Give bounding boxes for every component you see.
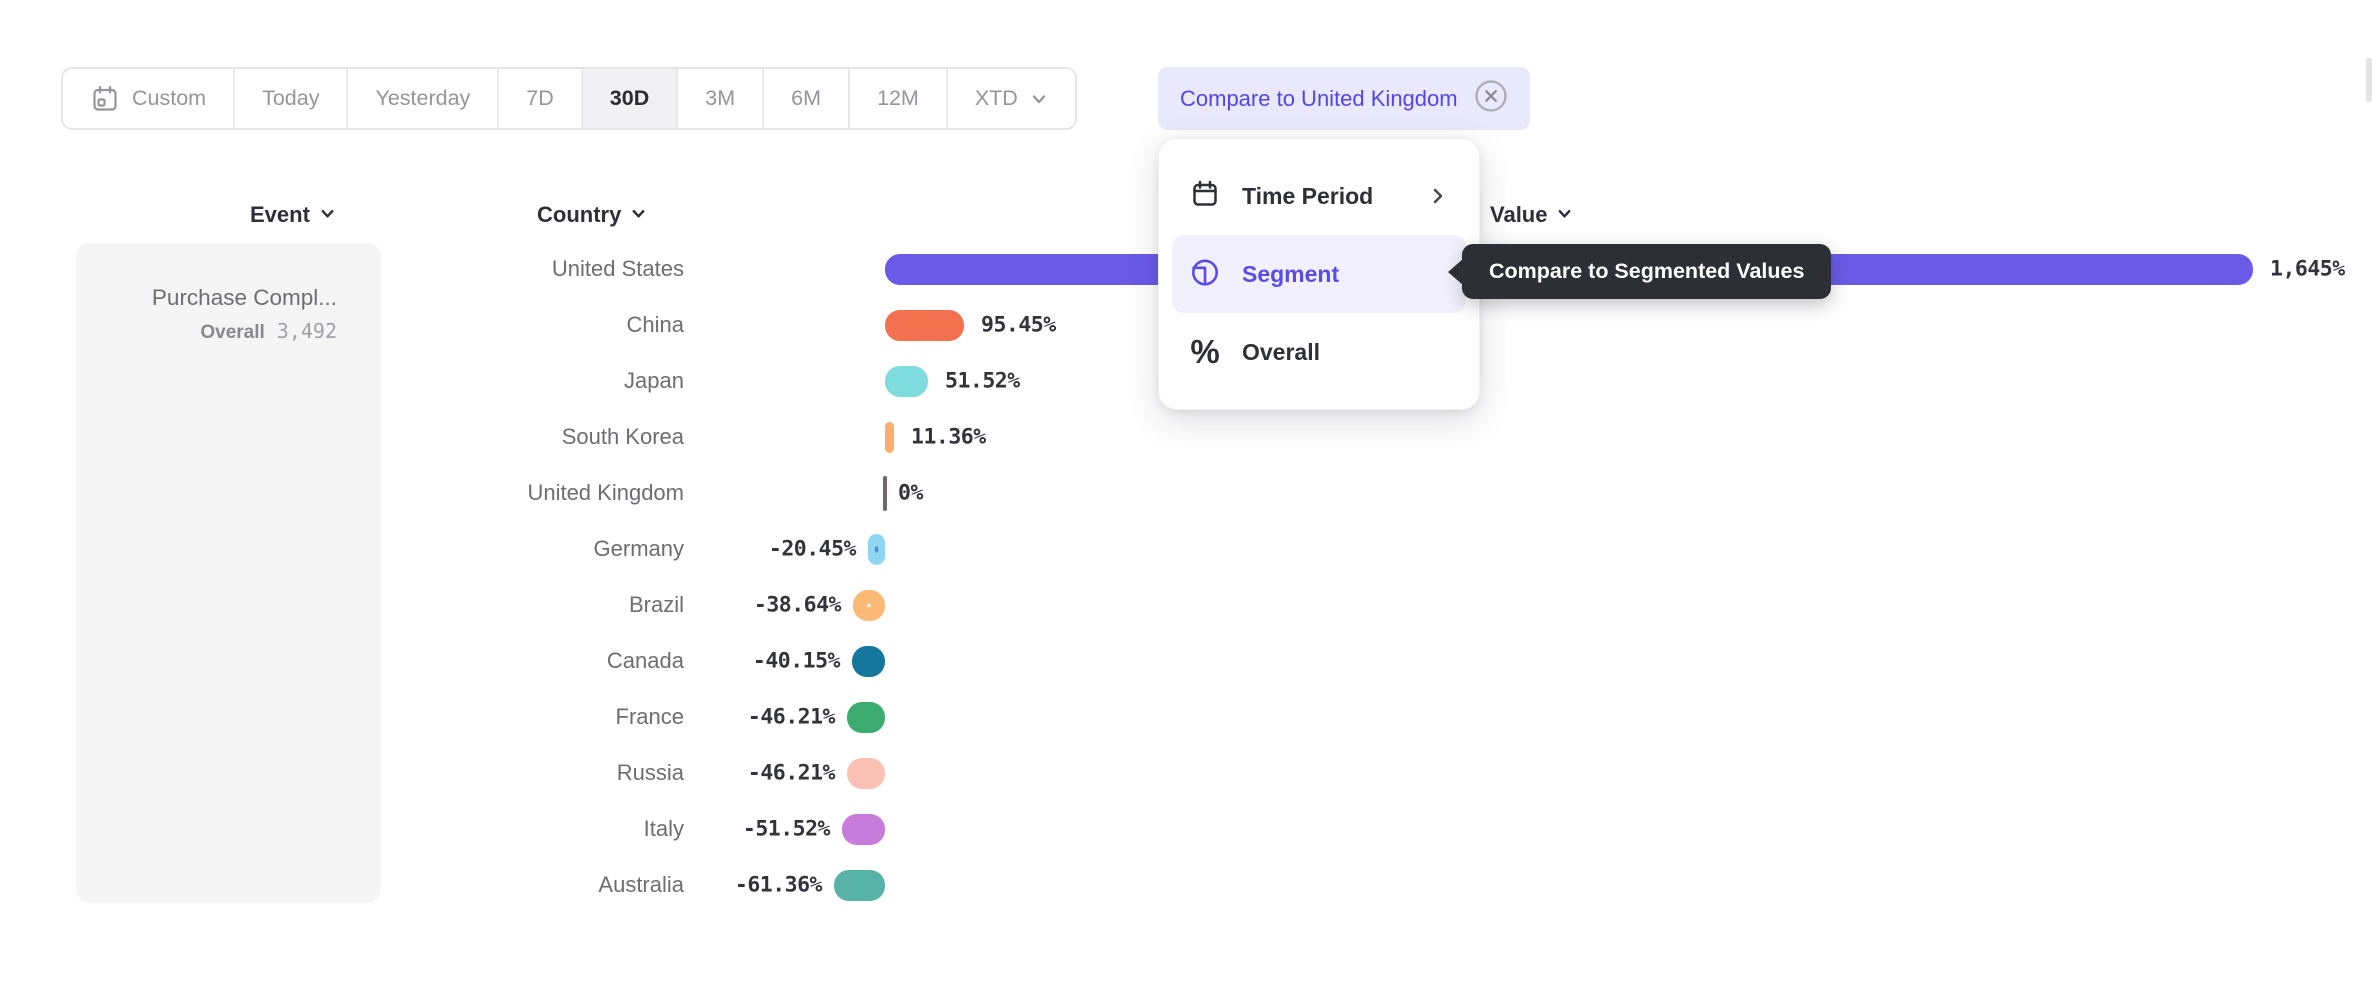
value-label: -51.52%: [742, 816, 831, 842]
date-range-label: Custom: [132, 86, 207, 110]
event-name: Purchase Compl...: [151, 285, 337, 310]
scrollbar-thumb[interactable]: [2366, 58, 2372, 102]
chart-row: United Kingdom 0%: [0, 465, 2372, 521]
calendar-icon: [1190, 179, 1220, 214]
chart-bar[interactable]: [847, 702, 885, 733]
date-range-custom-button[interactable]: Custom: [63, 69, 236, 128]
country-label: United Kingdom: [527, 480, 684, 505]
zero-baseline: [883, 476, 887, 511]
chevron-right-icon: [1428, 186, 1448, 206]
date-range-control: Custom Today Yesterday 7D 30D 3M 6M 12M …: [61, 67, 1077, 130]
chevron-down-icon: [1030, 90, 1048, 108]
value-label: -61.36%: [734, 872, 823, 898]
date-range-today-button[interactable]: Today: [235, 69, 349, 128]
chart-row: Germany -20.45%: [0, 521, 2372, 577]
chart-row: Russia -46.21%: [0, 745, 2372, 801]
country-label: Italy: [643, 816, 684, 841]
compare-chip[interactable]: Compare to United Kingdom: [1158, 67, 1530, 130]
chart-bar[interactable]: [852, 646, 885, 677]
country-label: United States: [551, 256, 684, 281]
chart-bar[interactable]: [847, 758, 885, 789]
event-metric-label: Overall: [200, 322, 265, 343]
value-label: 51.52%: [945, 368, 1020, 394]
calendar-icon: [90, 84, 120, 114]
chart-bar[interactable]: [853, 590, 885, 621]
menu-item-label: Segment: [1242, 260, 1340, 287]
date-range-xtd-button[interactable]: XTD: [947, 69, 1075, 128]
menu-item-label: Overall: [1242, 338, 1320, 365]
column-header-value[interactable]: Value: [1490, 200, 1573, 230]
tooltip: Compare to Segmented Values: [1448, 244, 1832, 299]
menu-item-label: Time Period: [1242, 182, 1374, 209]
column-header-country[interactable]: Country: [537, 200, 647, 230]
value-label: 0%: [898, 480, 923, 506]
menu-item-time-period[interactable]: Time Period: [1172, 157, 1466, 235]
country-label: Russia: [616, 760, 684, 785]
event-metric-value: 3,492: [276, 319, 337, 343]
chart-row: Japan 51.52%: [0, 353, 2372, 409]
chart-bar[interactable]: [885, 310, 964, 341]
chart-bar[interactable]: [842, 814, 885, 845]
menu-item-segment[interactable]: Segment: [1172, 235, 1466, 313]
date-range-12m-button[interactable]: 12M: [849, 69, 948, 128]
chart-bar[interactable]: [834, 870, 885, 901]
value-label: 95.45%: [981, 312, 1056, 338]
country-label: France: [615, 704, 684, 729]
country-label: Brazil: [628, 592, 684, 617]
tooltip-arrow-icon: [1448, 258, 1463, 285]
event-metric: Overall 3,492: [76, 319, 337, 344]
value-label: -46.21%: [747, 704, 836, 730]
chevron-down-icon: [319, 202, 336, 228]
column-header-event[interactable]: Event: [250, 200, 336, 230]
compare-chip-label: Compare to United Kingdom: [1180, 85, 1458, 111]
chart-row: Canada -40.15%: [0, 633, 2372, 689]
chart-bar[interactable]: [885, 422, 894, 453]
chart-row: Australia -61.36%: [0, 857, 2372, 913]
country-label: South Korea: [561, 424, 684, 449]
value-label: -20.45%: [768, 536, 857, 562]
date-range-7d-button[interactable]: 7D: [499, 69, 583, 128]
tooltip-text: Compare to Segmented Values: [1489, 259, 1805, 283]
value-label: 11.36%: [911, 424, 986, 450]
value-label: -46.21%: [747, 760, 836, 786]
event-card[interactable]: Purchase Compl... Overall 3,492: [76, 283, 337, 344]
chart-row: South Korea 11.36%: [0, 409, 2372, 465]
chart-row: Brazil -38.64%: [0, 577, 2372, 633]
country-label: Germany: [593, 536, 684, 561]
value-label: 1,645%: [2270, 256, 2345, 282]
country-label: Australia: [598, 872, 684, 897]
chevron-down-icon: [1556, 202, 1573, 228]
date-range-30d-button[interactable]: 30D: [582, 69, 679, 128]
menu-item-overall[interactable]: % Overall: [1172, 313, 1466, 391]
date-range-6m-button[interactable]: 6M: [764, 69, 850, 128]
circle-x-icon[interactable]: [1474, 79, 1508, 118]
chart-row: China 95.45%: [0, 297, 2372, 353]
country-label: Japan: [624, 368, 684, 393]
value-label: -38.64%: [753, 592, 842, 618]
country-label: Canada: [606, 648, 684, 673]
chart-bar[interactable]: [885, 366, 928, 397]
country-label: China: [626, 312, 684, 337]
chart-bar[interactable]: [868, 534, 885, 565]
chevron-down-icon: [630, 202, 647, 228]
chart-row: France -46.21%: [0, 689, 2372, 745]
date-range-3m-button[interactable]: 3M: [678, 69, 765, 128]
segment-icon: [1190, 257, 1220, 292]
date-range-yesterday-button[interactable]: Yesterday: [348, 69, 500, 128]
compare-dropdown-menu: Time Period Segment % Overall: [1158, 138, 1480, 410]
percent-icon: %: [1190, 333, 1220, 370]
chart-row: Italy -51.52%: [0, 801, 2372, 857]
value-label: -40.15%: [752, 648, 841, 674]
event-panel: Purchase Compl... Overall 3,492: [76, 243, 381, 903]
